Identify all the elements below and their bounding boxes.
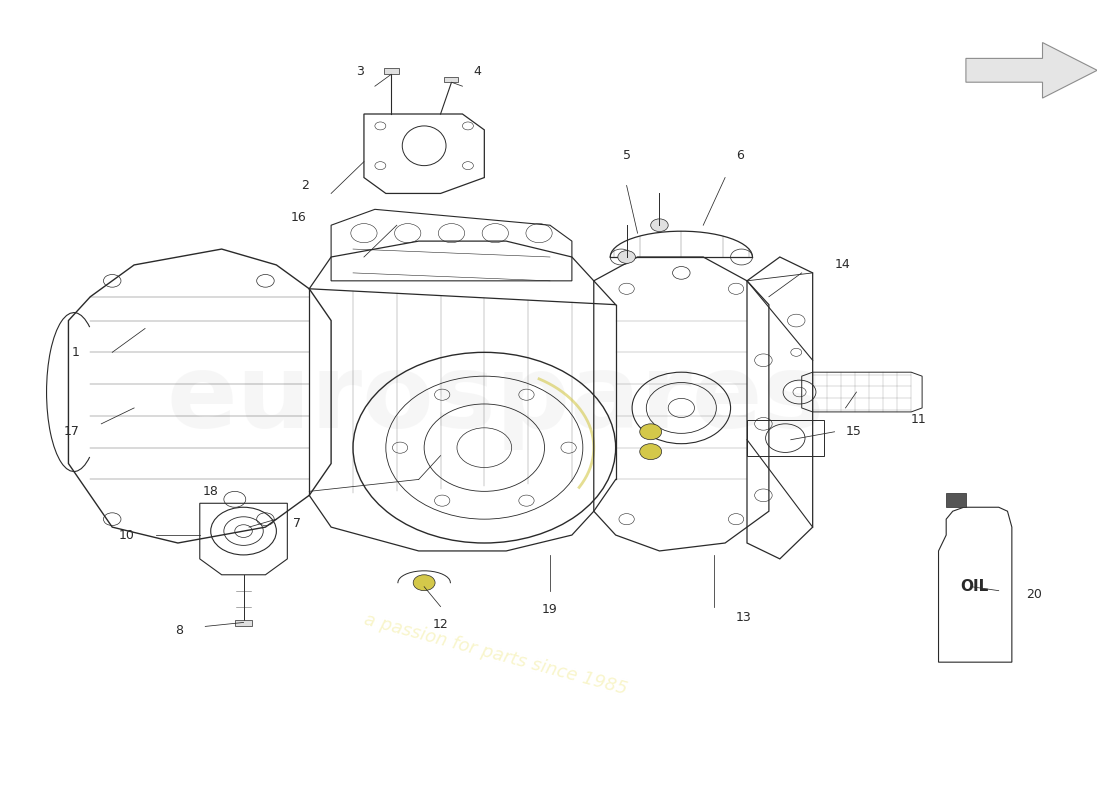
Text: 16: 16 (290, 210, 306, 224)
Text: 17: 17 (64, 426, 79, 438)
Bar (946, 493, 966, 507)
Text: 20: 20 (1026, 588, 1042, 601)
Text: 8: 8 (175, 624, 184, 637)
Text: 6: 6 (736, 149, 744, 162)
Circle shape (414, 574, 436, 590)
Circle shape (651, 219, 668, 231)
Bar (234, 620, 252, 626)
Text: 1: 1 (72, 346, 79, 359)
Bar (443, 77, 458, 82)
Text: 18: 18 (202, 485, 219, 498)
Text: 14: 14 (835, 258, 850, 271)
Bar (384, 68, 399, 74)
Circle shape (640, 444, 661, 459)
Text: OIL: OIL (960, 579, 989, 594)
Circle shape (618, 250, 636, 263)
Circle shape (640, 424, 661, 440)
Bar (747, 420, 824, 456)
Text: 11: 11 (911, 414, 927, 426)
Text: 19: 19 (542, 602, 558, 615)
Text: 4: 4 (473, 66, 482, 78)
Text: 12: 12 (432, 618, 449, 631)
Text: 5: 5 (623, 149, 630, 162)
Polygon shape (966, 42, 1097, 98)
Text: 7: 7 (293, 517, 300, 530)
Text: 3: 3 (356, 66, 364, 78)
Text: 13: 13 (736, 610, 751, 623)
Text: 2: 2 (301, 179, 309, 192)
Text: eurospares: eurospares (166, 350, 824, 450)
Text: 10: 10 (118, 529, 134, 542)
Text: a passion for parts since 1985: a passion for parts since 1985 (362, 610, 629, 698)
Text: 15: 15 (846, 426, 861, 438)
